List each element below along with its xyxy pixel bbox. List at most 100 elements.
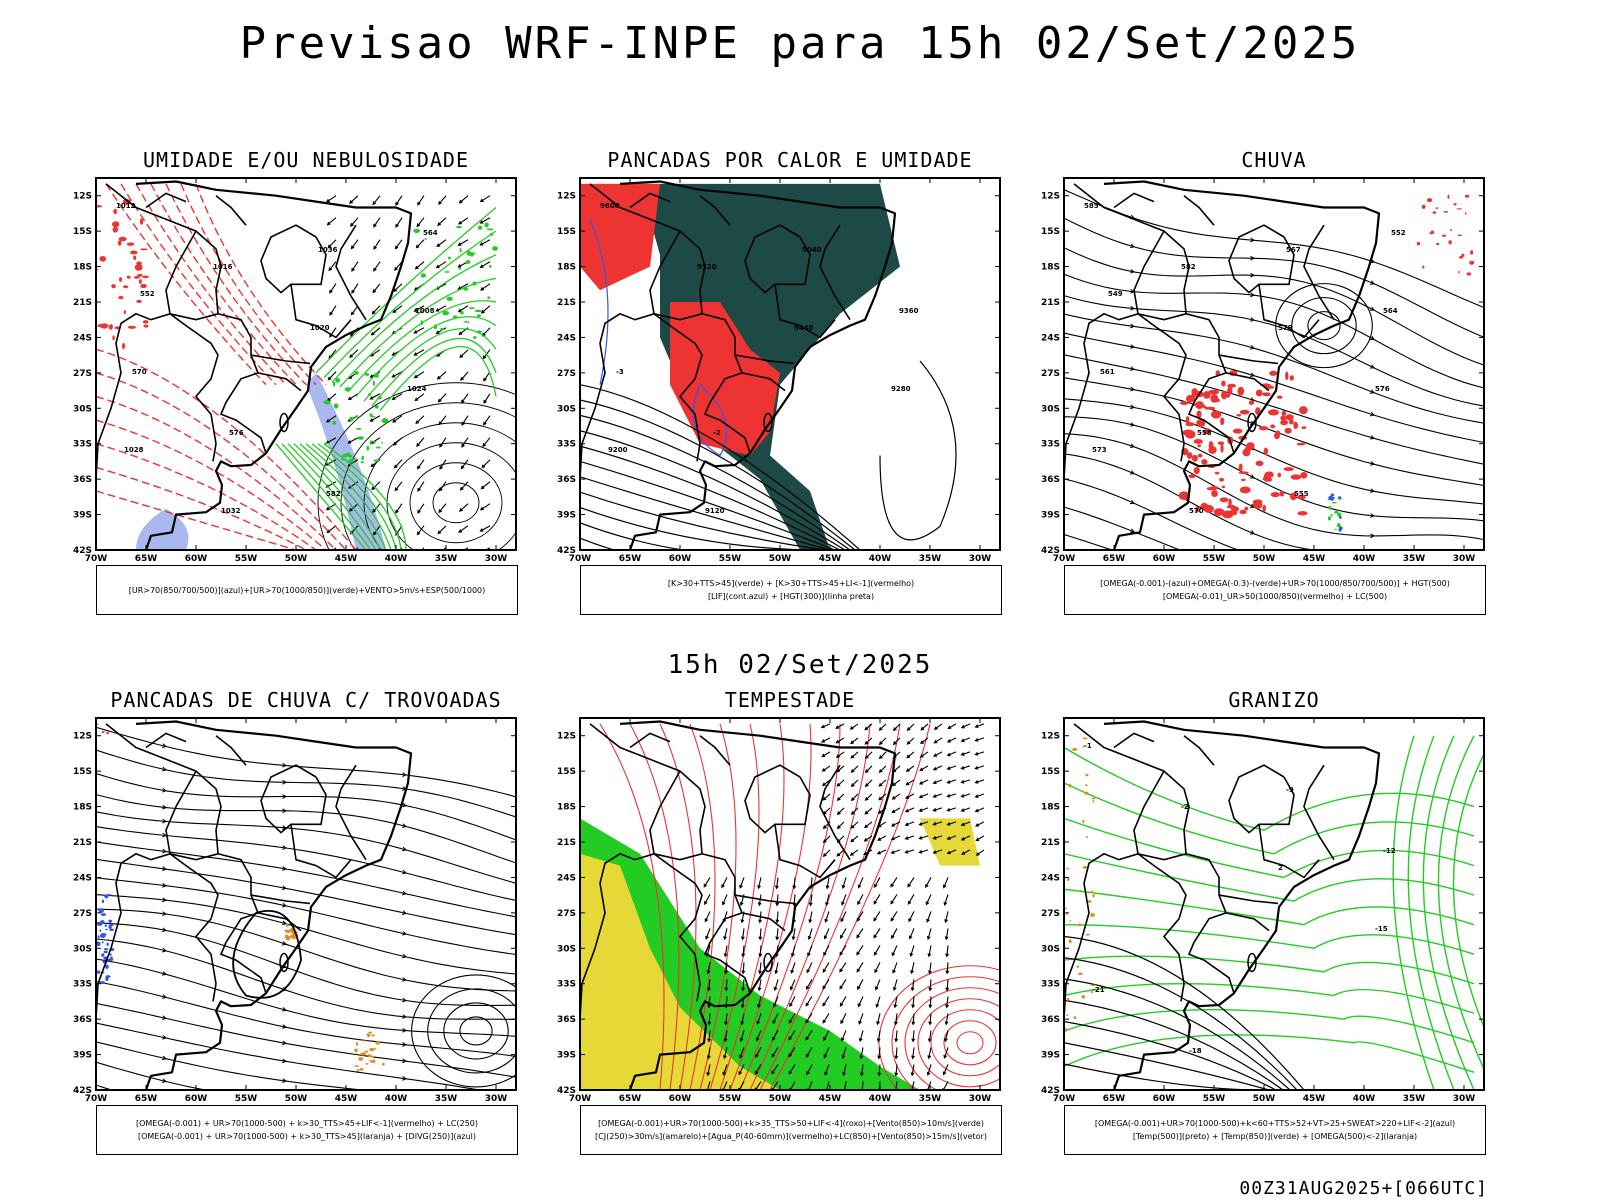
lat-tick-label: 24S: [73, 873, 92, 883]
state-border: [1303, 764, 1335, 861]
lat-tick-label: 24S: [557, 333, 576, 343]
contour-label: -9: [1286, 786, 1294, 794]
lagoon: [279, 412, 289, 433]
lon-tick-label: 35W: [919, 1094, 942, 1104]
contour-label: -21: [1092, 986, 1105, 994]
map-frame: [95, 717, 517, 1091]
jet250-yellow: [580, 853, 780, 1090]
lon-tick-label: 40W: [385, 1094, 408, 1104]
lat-tick-label: 24S: [1041, 333, 1060, 343]
contour-label: 9120: [705, 507, 725, 515]
instability-red: [580, 183, 660, 291]
lat-tick-label: 33S: [557, 980, 576, 990]
coastline: [135, 720, 413, 1090]
state-border: [145, 732, 187, 749]
state-border: [734, 894, 795, 905]
main-title: Previsao WRF-INPE para 15h 02/Set/2025: [239, 18, 1361, 69]
panel-legend: [OMEGA(-0.001) + UR>70(1000-500) + k>30_…: [96, 1105, 518, 1155]
legend-line: [OMEGA(-0.001)+UR>70(1000-500)+k<60+TTS>…: [1094, 1119, 1456, 1128]
lon-tick-label: 65W: [619, 1094, 642, 1104]
lon-tick-label: 35W: [919, 554, 942, 564]
legend-line: [OMEGA(-0.001)-(azul)+OMEGA(-0.3)-(verde…: [1100, 579, 1450, 588]
contour-label: 1012: [116, 202, 136, 210]
state-border: [257, 372, 302, 392]
panel-legend: [OMEGA(-0.001)-(azul)+OMEGA(-0.3)-(verde…: [1064, 565, 1486, 615]
pressure-rings: [411, 974, 516, 1088]
lat-tick-label: 12S: [1041, 732, 1060, 742]
state-border: [589, 723, 751, 994]
lat-tick-label: 33S: [1041, 440, 1060, 450]
lat-tick-label: 24S: [1041, 873, 1060, 883]
state-border: [1133, 230, 1187, 462]
lon-tick-label: 70W: [1053, 1094, 1076, 1104]
lat-tick-label: 30S: [557, 944, 576, 954]
green-contours: [275, 207, 497, 550]
legend-line: [OMEGA(-0.001) + UR>70(1000-500) + k>30_…: [135, 1119, 479, 1128]
lat-tick-label: 18S: [557, 803, 576, 813]
contour-label: 564: [423, 229, 438, 237]
map-canvas: -1 -2 2 -15 -21 -18 -9 -12 12S 15S 18S 21S 24S 27S 30S…: [1041, 717, 1485, 1104]
state-border: [741, 912, 786, 932]
lon-tick-label: 60W: [185, 554, 208, 564]
lagoon: [279, 952, 289, 973]
run-footer: 00Z31AUG2025+[066UTC]: [1239, 1178, 1488, 1199]
lat-tick-label: 39S: [73, 511, 92, 521]
state-border: [649, 770, 703, 1002]
lat-tick-label: 36S: [73, 475, 92, 485]
state-border: [819, 224, 851, 321]
lon-tick-label: 40W: [869, 1094, 892, 1104]
contour-label: 579: [1278, 324, 1293, 332]
legend-line: [UR>70(850/700/500)](azul)+[UR>70(1000/8…: [128, 585, 486, 595]
lat-tick-label: 27S: [1041, 909, 1060, 919]
lat-tick-label: 39S: [557, 1051, 576, 1061]
lat-tick-label: 30S: [557, 404, 576, 414]
panel-legend: [K>30+TTS>45](verde) + [K>30+TTS>45+LI<-…: [580, 565, 1002, 615]
rain-red: [1416, 194, 1475, 276]
lon-tick-label: 50W: [769, 1094, 792, 1104]
map-canvas: 5855825795765735705675645615585555525491…: [1041, 177, 1485, 564]
lon-tick-label: 65W: [619, 554, 642, 564]
state-border: [165, 770, 219, 1002]
panel-title: PANCADAS DE CHUVA C/ TROVOADAS: [110, 688, 502, 712]
lon-tick-label: 70W: [1053, 554, 1076, 564]
contour-label: 552: [1391, 229, 1406, 237]
legend-line: [K>30+TTS>45](verde) + [K>30+TTS>45+LI<-…: [667, 579, 915, 588]
lon-tick-label: 35W: [1403, 554, 1426, 564]
state-border: [169, 853, 219, 861]
lon-tick-label: 70W: [569, 1094, 592, 1104]
panel-legend: [OMEGA(-0.001)+UR>70(1000-500)+k<60+TTS>…: [1064, 1105, 1486, 1155]
state-border: [257, 912, 302, 932]
contour-label: 1036: [318, 246, 338, 254]
pressure-rings: [1275, 283, 1373, 369]
coastline: [619, 180, 897, 550]
contour-label: 552: [140, 290, 155, 298]
state-border: [1137, 313, 1187, 321]
lon-tick-label: 50W: [285, 554, 308, 564]
lagoon: [763, 952, 773, 973]
omega-orange: [1064, 737, 1097, 1032]
contour-label: 9280: [891, 385, 911, 393]
lat-tick-label: 30S: [1041, 404, 1060, 414]
state-border: [250, 894, 311, 905]
state-border: [1303, 224, 1335, 321]
lon-tick-label: 60W: [669, 554, 692, 564]
lat-tick-label: 15S: [73, 227, 92, 237]
lon-tick-label: 40W: [385, 554, 408, 564]
lc850-red: [599, 723, 1000, 1090]
contour-label: -15: [1375, 925, 1388, 933]
panel-legend: [UR>70(850/700/500)](azul)+[UR>70(1000/8…: [96, 565, 518, 615]
state-border: [260, 224, 327, 294]
lat-tick-label: 12S: [73, 192, 92, 202]
state-border: [335, 764, 367, 861]
contour-label: 9360: [899, 307, 919, 315]
lat-tick-label: 27S: [73, 909, 92, 919]
contour-label: 555: [1294, 490, 1309, 498]
state-border: [744, 224, 811, 294]
contour-label: 573: [1092, 446, 1107, 454]
lat-tick-label: 18S: [73, 803, 92, 813]
state-border: [1225, 372, 1270, 392]
lat-tick-label: 21S: [73, 298, 92, 308]
lon-tick-label: 30W: [485, 554, 508, 564]
wind-vectors: [820, 723, 985, 858]
state-border: [1064, 852, 1139, 1020]
